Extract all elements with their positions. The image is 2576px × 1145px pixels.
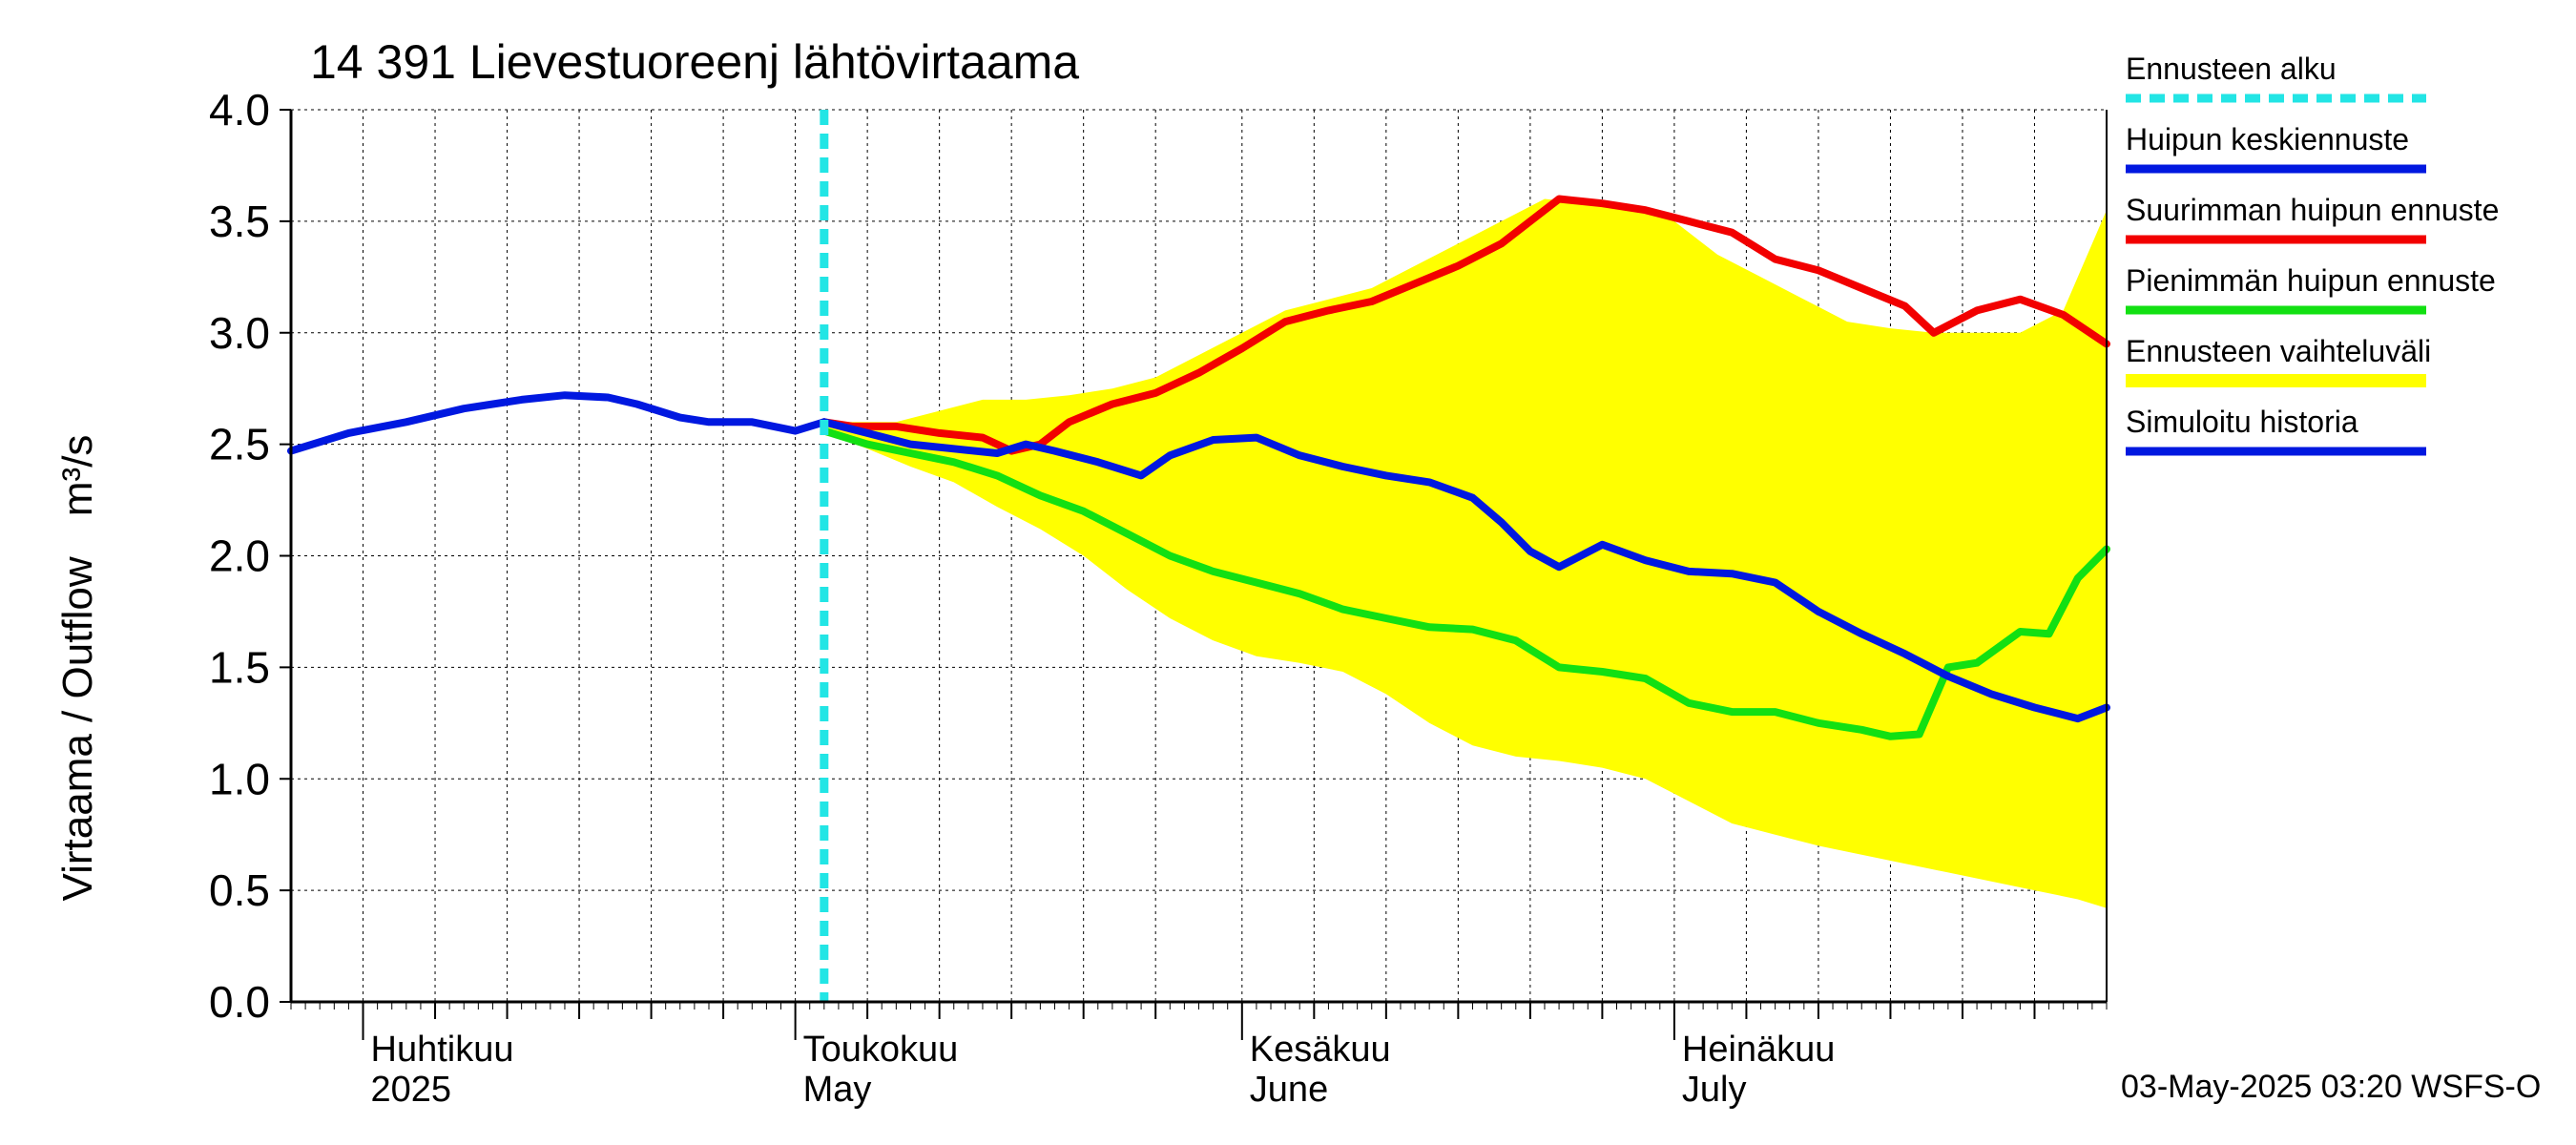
chart-title: 14 391 Lievestuoreenj lähtövirtaama [310, 35, 1079, 89]
y-tick-label: 4.0 [209, 85, 270, 135]
y-axis-label-unit: m³/s [54, 435, 101, 517]
legend: Ennusteen alku Huipun keskiennuste Suurimm… [2126, 52, 2499, 456]
legend-label: Ennusteen alku [2126, 52, 2337, 86]
x-month-sublabel: June [1250, 1070, 1328, 1110]
x-month-label: Heinäkuu [1682, 1030, 1836, 1070]
simulated-history-line [287, 391, 828, 455]
x-month-sublabel: July [1682, 1070, 1747, 1110]
y-tick-label: 2.0 [209, 531, 270, 581]
legend-label: Suurimman huipun ennuste [2126, 193, 2499, 227]
y-tick-label: 0.5 [209, 865, 270, 915]
legend-label: Huipun keskiennuste [2126, 122, 2409, 156]
forecast-range-band [823, 198, 2107, 908]
y-tick-label: 1.0 [209, 754, 270, 803]
x-month-sublabel: May [803, 1070, 872, 1110]
legend-label: Pienimmän huipun ennuste [2126, 263, 2496, 298]
y-tick-label: 0.0 [209, 977, 270, 1027]
legend-swatch-band [2126, 374, 2426, 387]
y-axis-label: Virtaama / Outflow m³/s [54, 435, 101, 902]
y-tick-label: 3.5 [209, 197, 270, 246]
x-month-sublabel: 2025 [371, 1070, 452, 1110]
min-peak-forecast-line [820, 427, 2110, 740]
footer-timestamp: 03-May-2025 03:20 WSFS-O [2121, 1069, 2541, 1105]
forecast-band-layer [823, 198, 2107, 908]
legend-label: Simuloitu historia [2126, 405, 2358, 439]
legend-label: Ennusteen vaihteluväli [2126, 334, 2431, 368]
y-tick-label: 2.5 [209, 420, 270, 469]
x-month-label: Huhtikuu [371, 1030, 514, 1070]
x-month-label: Kesäkuu [1250, 1030, 1391, 1070]
series-layer [287, 110, 2110, 1002]
y-axis-label-name: Virtaama / Outflow [54, 556, 101, 901]
x-month-label: Toukokuu [803, 1030, 959, 1070]
y-axis-label-text: Virtaama / Outflow m³/s [54, 435, 101, 902]
y-tick-label: 3.0 [209, 308, 270, 358]
mean-peak-forecast-line [820, 418, 2110, 723]
y-tick-label: 1.5 [209, 642, 270, 692]
